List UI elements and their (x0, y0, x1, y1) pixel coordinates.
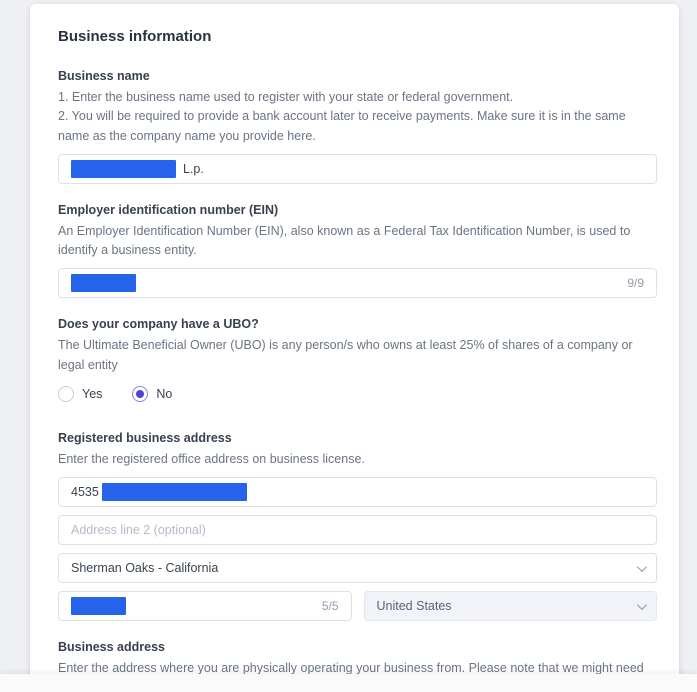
chevron-down-icon (636, 599, 647, 610)
address-line1-input[interactable]: 4535 (58, 477, 657, 507)
business-info-panel: Business information Business name 1. En… (30, 4, 679, 692)
address-line2-input[interactable] (58, 515, 657, 545)
business-address-label: Business address (58, 640, 165, 654)
section-business-name: Business name 1. Enter the business name… (58, 69, 657, 184)
redaction-bar (101, 483, 247, 501)
business-name-instruction-1: 1. Enter the business name used to regis… (58, 90, 514, 104)
ein-description: An Employer Identification Number (EIN),… (58, 223, 631, 257)
ubo-radio-no[interactable]: No (132, 385, 173, 402)
section-registered-address: Registered business address Enter the re… (58, 431, 657, 621)
ubo-radio-no-label: No (156, 386, 173, 401)
business-name-input[interactable]: L.p. (58, 153, 657, 184)
radio-selected-icon (132, 385, 149, 402)
ubo-label: Does your company have a UBO? (58, 317, 259, 332)
country-value: United States (376, 599, 452, 613)
ubo-radio-yes-label: Yes (82, 386, 103, 401)
address-line1-prefix: 4535 (71, 485, 99, 499)
section-ein: Employer identification number (EIN) An … (58, 203, 657, 299)
ubo-radio-yes[interactable]: Yes (58, 385, 103, 402)
registered-address-description: Enter the registered office address on b… (58, 451, 365, 466)
business-name-suffix: L.p. (183, 161, 204, 176)
form-card: Business information Business name 1. En… (30, 4, 679, 692)
ubo-description: The Ultimate Beneficial Owner (UBO) is a… (58, 338, 633, 372)
city-state-select[interactable]: Sherman Oaks - California (58, 553, 657, 583)
registered-address-label: Registered business address (58, 430, 232, 445)
redaction-bar (71, 159, 176, 178)
chevron-down-icon (636, 561, 647, 572)
business-name-instruction-2: 2. You will be required to provide a ban… (58, 109, 626, 143)
country-select[interactable]: United States (363, 591, 657, 621)
city-state-value: Sherman Oaks - California (71, 561, 219, 575)
zip-code-input[interactable]: 5/5 (58, 591, 352, 621)
section-ubo: Does your company have a UBO? The Ultima… (58, 317, 657, 402)
ein-char-counter: 9/9 (627, 276, 644, 291)
business-name-label: Business name (58, 69, 150, 83)
zip-char-counter: 5/5 (321, 599, 339, 613)
zip-country-row: 5/5 United States (58, 591, 657, 621)
page-title: Business information (58, 28, 212, 45)
ubo-radio-group: Yes No (58, 385, 657, 402)
ein-input[interactable]: 9/9 (58, 268, 657, 299)
ein-label: Employer identification number (EIN) (58, 202, 279, 217)
redaction-bar (71, 597, 126, 615)
redaction-bar (71, 274, 136, 293)
radio-unselected-icon (58, 385, 74, 402)
page-bottom-strip (0, 674, 697, 692)
